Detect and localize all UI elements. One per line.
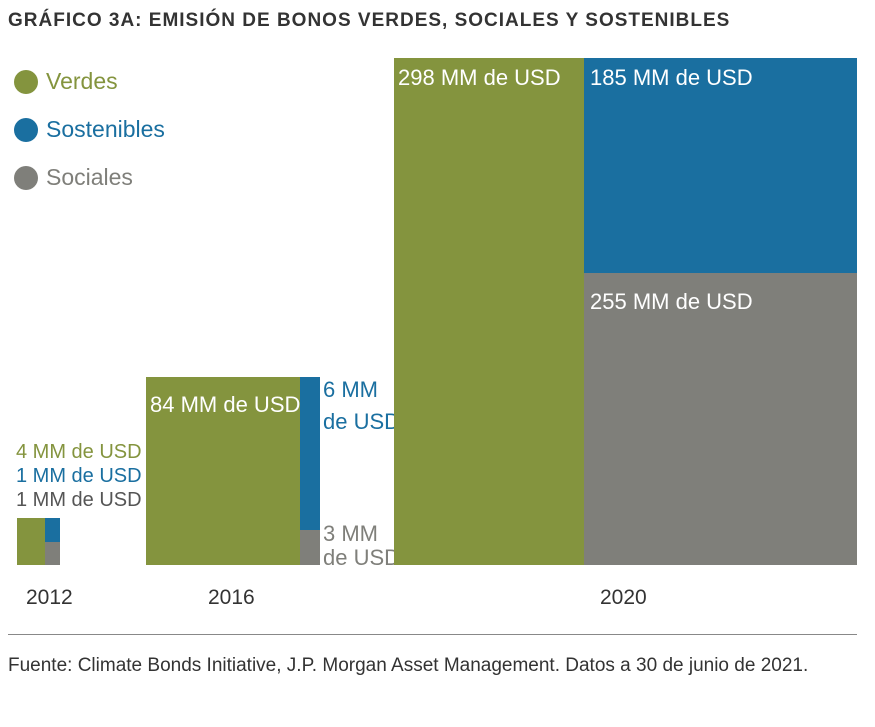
label-2012-sostenibles: 1 MM de USD: [16, 465, 142, 487]
label-2016-verdes: 84 MM de USD: [150, 392, 301, 417]
rect-2012-sociales: [45, 542, 60, 565]
legend-sociales: Sociales: [14, 164, 133, 191]
blue-dot-icon: [14, 117, 38, 142]
chart-title: GRÁFICO 3A: EMISIÓN DE BONOS VERDES, SOC…: [8, 10, 731, 31]
source-note: Fuente: Climate Bonds Initiative, J.P. M…: [8, 655, 809, 676]
label-2016-sociales-2: de USD: [323, 545, 401, 570]
divider: [8, 634, 857, 635]
gray-dot-icon: [14, 165, 38, 190]
label-2012-sociales: 1 MM de USD: [16, 489, 142, 511]
legend-sostenibles: Sostenibles: [14, 116, 165, 143]
label-2016-sociales-1: 3 MM: [323, 521, 378, 546]
legend-label: Verdes: [46, 68, 118, 94]
label-2020-verdes: 298 MM de USD: [398, 65, 561, 90]
rect-2020-verdes: [394, 58, 584, 565]
label-2020-sostenibles: 185 MM de USD: [590, 65, 753, 90]
x-tick-2016: 2016: [208, 586, 255, 609]
rect-2016-verdes: [146, 377, 300, 565]
rect-2016-sostenibles: [300, 377, 320, 530]
label-2016-sostenibles-2: de USD: [323, 409, 401, 434]
legend-label: Sociales: [46, 164, 133, 190]
rect-2020-sociales: [584, 273, 857, 565]
x-tick-2020: 2020: [600, 586, 647, 609]
label-2020-sociales: 255 MM de USD: [590, 289, 753, 314]
legend-verdes: Verdes: [14, 68, 118, 95]
label-2012-verdes: 4 MM de USD: [16, 441, 142, 463]
rect-2012-sostenibles: [45, 518, 60, 542]
legend-label: Sostenibles: [46, 116, 165, 142]
label-2016-sostenibles-1: 6 MM: [323, 377, 378, 402]
rect-2016-sociales: [300, 530, 320, 565]
rect-2012-verdes: [17, 518, 45, 565]
green-dot-icon: [14, 69, 38, 94]
rect-2020-sostenibles: [584, 58, 857, 273]
x-tick-2012: 2012: [26, 586, 73, 609]
